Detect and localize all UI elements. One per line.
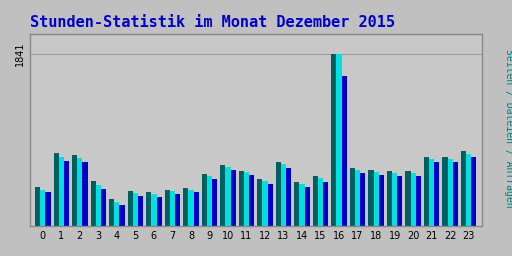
Bar — [336, 54, 342, 226]
Bar — [249, 175, 254, 226]
Bar — [368, 170, 374, 226]
Bar — [300, 184, 305, 226]
Bar — [453, 162, 458, 226]
Bar — [331, 54, 336, 226]
Bar — [434, 162, 439, 226]
Bar — [355, 170, 360, 226]
Bar — [220, 165, 225, 226]
Bar — [114, 202, 119, 226]
Bar — [183, 188, 188, 226]
Bar — [263, 181, 268, 226]
Bar — [350, 168, 355, 226]
Bar — [374, 172, 379, 226]
Bar — [276, 162, 281, 226]
Bar — [152, 194, 157, 226]
Bar — [109, 199, 114, 226]
Bar — [323, 182, 328, 226]
Bar — [239, 171, 244, 226]
Bar — [170, 191, 175, 226]
Bar — [244, 172, 249, 226]
Bar — [230, 170, 236, 226]
Bar — [175, 194, 180, 226]
Bar — [96, 185, 101, 226]
Bar — [82, 162, 88, 226]
Bar — [165, 190, 170, 226]
Bar — [35, 187, 40, 226]
Bar — [379, 175, 384, 226]
Bar — [146, 193, 152, 226]
Bar — [461, 151, 466, 226]
Bar — [202, 174, 207, 226]
Bar — [101, 189, 106, 226]
Bar — [392, 173, 397, 226]
Bar — [59, 157, 64, 226]
Bar — [207, 176, 212, 226]
Bar — [281, 164, 286, 226]
Bar — [397, 176, 402, 226]
Bar — [406, 171, 411, 226]
Bar — [40, 190, 46, 226]
Bar — [416, 176, 421, 226]
Bar — [305, 187, 310, 226]
Bar — [424, 157, 429, 226]
Bar — [77, 158, 82, 226]
Bar — [138, 196, 143, 226]
Bar — [225, 167, 230, 226]
Bar — [72, 155, 77, 226]
Bar — [54, 153, 59, 226]
Bar — [157, 197, 162, 226]
Bar — [91, 181, 96, 226]
Bar — [257, 179, 263, 226]
Bar — [268, 184, 273, 226]
Bar — [342, 76, 347, 226]
Bar — [46, 193, 51, 226]
Bar — [429, 159, 434, 226]
Bar — [447, 159, 453, 226]
Bar — [194, 193, 199, 226]
Bar — [360, 173, 366, 226]
Bar — [212, 179, 217, 226]
Text: Stunden-Statistik im Monat Dezember 2015: Stunden-Statistik im Monat Dezember 2015 — [30, 15, 395, 30]
Bar — [313, 176, 318, 226]
Bar — [119, 205, 124, 226]
Bar — [64, 162, 69, 226]
Bar — [466, 154, 471, 226]
Bar — [411, 173, 416, 226]
Bar — [387, 171, 392, 226]
Bar — [127, 191, 133, 226]
Bar — [318, 178, 323, 226]
Bar — [286, 168, 291, 226]
Bar — [188, 190, 194, 226]
Bar — [442, 157, 447, 226]
Bar — [294, 182, 300, 226]
Bar — [471, 157, 477, 226]
Text: Seiten / Dateien / Anfragen: Seiten / Dateien / Anfragen — [504, 49, 512, 207]
Bar — [133, 193, 138, 226]
